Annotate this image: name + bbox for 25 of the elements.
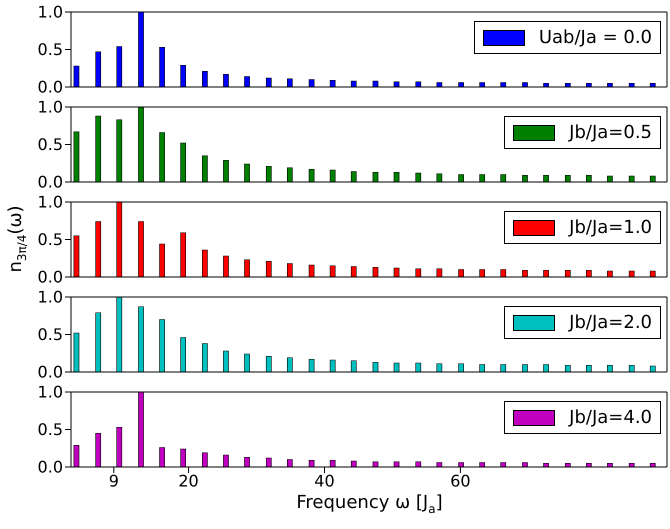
y-tick-label: 0.5 <box>38 40 63 60</box>
y-tick-label: 0.0 <box>38 458 63 477</box>
y-tick-label: 0.0 <box>38 362 63 382</box>
legend-label: Jb/Ja=0.5 <box>569 122 652 143</box>
x-tick-label: 20 <box>178 471 199 490</box>
y-tick-label: 0.5 <box>38 325 63 344</box>
x-tick-label: 9 <box>108 471 119 490</box>
y-tick-label: 0.5 <box>38 420 63 440</box>
x-axis-title: Frequency ω [J$_{a}$] <box>296 492 443 516</box>
y-tick-label: 1.0 <box>38 98 63 117</box>
y-tick-label: 1.0 <box>38 382 63 402</box>
legend-label: Uab/Ja = 0.0 <box>538 27 652 48</box>
legend-label: Jb/Ja=2.0 <box>569 312 652 333</box>
y-tick-label: 0.0 <box>38 172 63 192</box>
y-tick-label: 0.0 <box>38 268 63 287</box>
y-tick-label: 0.0 <box>38 78 63 97</box>
x-tick-label: 40 <box>314 471 335 490</box>
y-tick-label: 1.0 <box>38 192 63 212</box>
y-tick-label: 1.0 <box>38 2 63 22</box>
legend-label: Jb/Ja=4.0 <box>569 407 652 428</box>
y-tick-label: 0.5 <box>38 135 63 154</box>
y-tick-label: 0.5 <box>38 230 63 250</box>
y-tick-label: 1.0 <box>38 288 63 307</box>
legend-label: Jb/Ja=1.0 <box>569 217 652 238</box>
x-tick-label: 60 <box>450 471 471 490</box>
